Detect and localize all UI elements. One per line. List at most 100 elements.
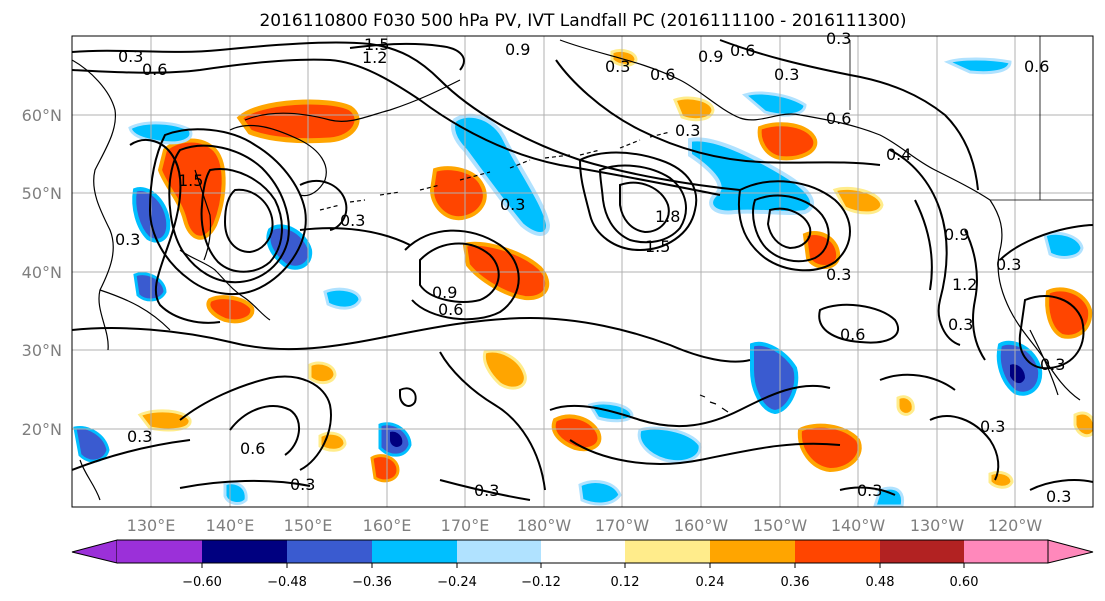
pv-contour [299, 227, 411, 246]
positive-anomaly-region [462, 241, 550, 301]
pv-contour [179, 479, 311, 489]
pv-contour [879, 373, 956, 391]
pv-contour [223, 188, 274, 254]
colorbar-extend-max [1047, 539, 1094, 564]
pv-contour [549, 384, 831, 428]
colorbar-tick-label: 0.60 [950, 575, 979, 590]
positive-anomaly-region [896, 395, 915, 416]
contour-label: 1.5 [178, 171, 203, 190]
lon-label: 130°E [127, 516, 176, 535]
negative-anomaly-region [266, 224, 313, 270]
hawaii-islands [699, 394, 729, 413]
japan-coastline [179, 249, 271, 321]
map-panel: 0.3 0.6 1.5 1.2 0.9 0.6 0.3 0.9 0.3 0.6 … [71, 29, 1094, 508]
positive-anomaly-region [157, 138, 226, 240]
pv-contour [914, 199, 933, 291]
negative-anomaly-region [1010, 364, 1025, 384]
contour-labels: 0.3 0.6 1.5 1.2 0.9 0.6 0.3 0.9 0.3 0.6 … [115, 29, 1071, 506]
lon-label: 130°W [910, 516, 965, 535]
positive-anomaly-region [137, 409, 192, 432]
colorbar: −0.60 −0.48 −0.36 −0.24 −0.12 0.12 0.24 … [71, 539, 1094, 590]
lon-label: 120°W [988, 516, 1043, 535]
colorbar-tick-label: 0.24 [696, 575, 725, 590]
colorbar-segment [457, 540, 541, 563]
lat-label: 40°N [22, 263, 62, 282]
lon-label: 140°W [831, 516, 886, 535]
negative-anomaly-region [750, 341, 799, 415]
contour-label: 0.6 [438, 300, 463, 319]
north-coastline [244, 79, 461, 122]
contour-label: 1.5 [645, 237, 670, 256]
contour-label: 0.3 [774, 65, 799, 84]
negative-anomaly-region [873, 486, 905, 507]
positive-anomaly-region [551, 414, 602, 452]
contour-label: 0.3 [996, 255, 1021, 274]
positive-anomaly-region [482, 349, 527, 390]
shaded-anomaly-regions [73, 48, 1093, 507]
pv-contour [72, 439, 191, 471]
colorbar-segment [287, 540, 372, 563]
pv-contour [179, 375, 332, 471]
colorbar-tick-label: 0.36 [781, 575, 810, 590]
contour-label: 0.6 [826, 109, 851, 128]
contour-label: 0.6 [240, 439, 265, 458]
pv-contour [818, 303, 900, 344]
contour-label: 0.3 [127, 427, 152, 446]
colorbar-tick-label: −0.12 [521, 575, 561, 590]
pv-contour [229, 405, 300, 456]
pv-contour [964, 229, 986, 361]
colorbar-segment [541, 540, 625, 563]
lat-label: 20°N [22, 420, 62, 439]
positive-anomaly-region [797, 423, 862, 473]
contour-label: 0.9 [698, 47, 723, 66]
pv-contour [999, 224, 1093, 261]
negative-anomaly-region [637, 426, 702, 464]
north-america-coastline [989, 199, 1081, 401]
pv-contour [404, 229, 520, 321]
contour-label: 0.9 [505, 40, 530, 59]
pv-contour [419, 242, 500, 303]
negative-anomaly-region [223, 481, 248, 505]
colorbar-tick-label: −0.36 [352, 575, 392, 590]
positive-anomaly-region [308, 361, 337, 384]
contour-label: 0.3 [118, 47, 143, 66]
contour-label: 0.3 [1046, 487, 1071, 506]
colorbar-segment [372, 540, 457, 563]
colorbar-tick-label: −0.60 [182, 575, 222, 590]
pv-contour [752, 194, 830, 263]
pv-contour [439, 479, 531, 501]
pv-contour [200, 168, 283, 273]
aleutian-chain [319, 131, 671, 211]
contour-label: 0.6 [730, 41, 755, 60]
positive-anomaly-region [318, 431, 347, 452]
contour-label: 0.4 [886, 145, 911, 164]
figure-title: 2016110800 F030 500 hPa PV, IVT Landfall… [259, 11, 906, 31]
positive-anomaly-region [236, 99, 360, 144]
philippines-coastline [79, 459, 101, 501]
colorbar-segment [880, 540, 964, 563]
contour-label: 0.3 [826, 29, 851, 48]
contour-label: 0.3 [857, 481, 882, 500]
colorbar-segment [117, 540, 202, 563]
pv-contour [619, 181, 670, 234]
colorbar-segment [710, 540, 795, 563]
contour-label: 1.2 [952, 275, 977, 294]
pv-contour [1018, 295, 1085, 370]
contour-label: 0.3 [605, 57, 630, 76]
contour-label: 0.3 [980, 417, 1005, 436]
pv-contour [129, 139, 221, 324]
lon-label: 170°E [441, 516, 490, 535]
positive-anomaly-region [673, 96, 715, 122]
contour-label: 0.3 [340, 211, 365, 230]
contour-label: 0.3 [826, 265, 851, 284]
sakhalin-coastline [194, 169, 212, 261]
negative-anomaly-region [128, 121, 193, 145]
contour-label: 0.3 [675, 121, 700, 140]
lat-label: 60°N [22, 106, 62, 125]
colorbar-tick-label: −0.24 [437, 575, 477, 590]
latitude-labels: 60°N 50°N 40°N 30°N 20°N [22, 106, 62, 439]
pv-contour [737, 180, 851, 272]
contour-label: 1.2 [362, 48, 387, 67]
contour-label: 0.3 [1040, 355, 1065, 374]
